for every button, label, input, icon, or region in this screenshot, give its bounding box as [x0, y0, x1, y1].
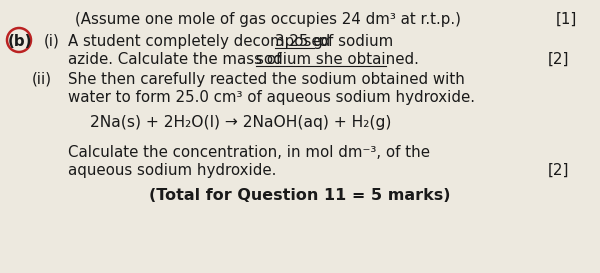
- Text: A student completely decomposed: A student completely decomposed: [68, 34, 335, 49]
- Text: aqueous sodium hydroxide.: aqueous sodium hydroxide.: [68, 163, 277, 178]
- Text: of sodium: of sodium: [314, 34, 394, 49]
- Text: 3.25 g: 3.25 g: [275, 34, 323, 49]
- Text: (Assume one mole of gas occupies 24 dm³ at r.t.p.): (Assume one mole of gas occupies 24 dm³ …: [75, 12, 461, 27]
- Text: water to form 25.0 cm³ of aqueous sodium hydroxide.: water to form 25.0 cm³ of aqueous sodium…: [68, 90, 475, 105]
- Text: Calculate the concentration, in mol dm⁻³, of the: Calculate the concentration, in mol dm⁻³…: [68, 145, 430, 160]
- Text: She then carefully reacted the sodium obtained with: She then carefully reacted the sodium ob…: [68, 72, 465, 87]
- Text: (b): (b): [8, 34, 32, 49]
- Text: (Total for Question 11 = 5 marks): (Total for Question 11 = 5 marks): [149, 188, 451, 203]
- Text: azide. Calculate the mass of: azide. Calculate the mass of: [68, 52, 286, 67]
- Text: [1]: [1]: [556, 12, 577, 27]
- Text: [2]: [2]: [548, 52, 569, 67]
- Text: [2]: [2]: [548, 163, 569, 178]
- Text: (ii): (ii): [32, 72, 52, 87]
- Text: (i): (i): [44, 34, 60, 49]
- Text: sodium she obtained.: sodium she obtained.: [256, 52, 419, 67]
- Text: 2Na(s) + 2H₂O(l) → 2NaOH(aq) + H₂(g): 2Na(s) + 2H₂O(l) → 2NaOH(aq) + H₂(g): [90, 115, 391, 130]
